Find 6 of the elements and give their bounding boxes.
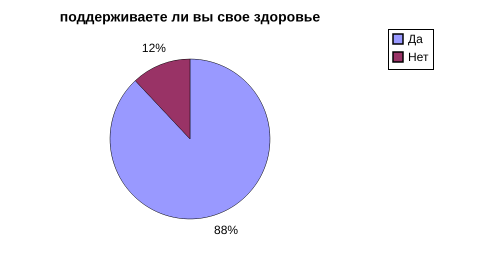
legend-label: Да <box>408 32 424 46</box>
chart-title: поддерживаете ли вы свое здоровье <box>60 8 320 24</box>
pie-slice <box>110 58 270 220</box>
legend-label: Нет <box>408 50 429 64</box>
data-label: 88% <box>214 223 238 238</box>
data-label: 12% <box>142 40 166 55</box>
